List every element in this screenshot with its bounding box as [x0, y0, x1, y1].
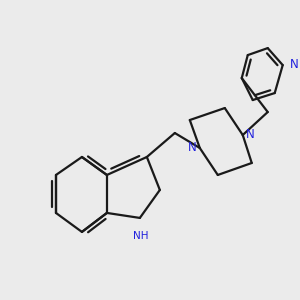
Text: N: N: [290, 58, 298, 70]
Text: NH: NH: [133, 231, 148, 241]
Text: N: N: [246, 128, 255, 140]
Text: N: N: [188, 140, 196, 154]
